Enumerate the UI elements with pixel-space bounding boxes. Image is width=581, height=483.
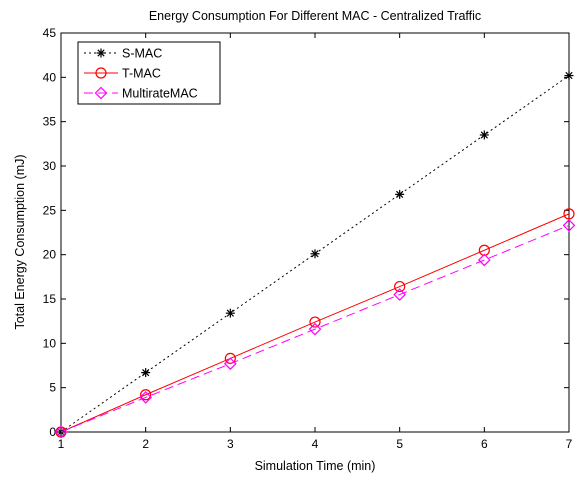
y-tick-label: 25: [43, 203, 57, 217]
y-tick-label: 10: [43, 336, 57, 350]
y-tick-label: 20: [43, 248, 57, 262]
x-axis-label: Simulation Time (min): [255, 459, 376, 473]
legend-marker: [94, 86, 108, 100]
data-point-multiratemac: [393, 288, 407, 301]
series-line-multiratemac: [60, 224, 570, 433]
data-point-s-mac: [225, 308, 235, 318]
legend-entry-t-mac: T-MAC: [84, 67, 161, 81]
data-point-t-mac: [309, 316, 321, 328]
legend-entry-s-mac: S-MAC: [84, 47, 162, 61]
y-tick-label: 45: [43, 26, 57, 40]
data-point-s-mac: [479, 130, 489, 140]
legend-label: S-MAC: [122, 47, 162, 61]
legend: S-MAC T-MAC MultirateMAC: [77, 41, 221, 105]
x-tick-label: 2: [142, 437, 149, 451]
y-tick-label: 5: [49, 381, 56, 395]
data-point-multiratemac: [54, 425, 68, 439]
y-tick-label: 40: [43, 70, 57, 84]
data-point-multiratemac: [477, 253, 491, 267]
data-point-t-mac: [394, 280, 406, 293]
x-tick-label: 4: [312, 437, 319, 451]
legend-label: T-MAC: [122, 67, 161, 81]
chart-title: Energy Consumption For Different MAC - C…: [149, 9, 481, 23]
data-point-s-mac: [310, 249, 320, 259]
x-tick-label: 3: [227, 437, 234, 451]
x-tick-label: 1: [58, 437, 65, 451]
series-line-t-mac: [60, 213, 570, 433]
series-s-mac: [56, 71, 574, 437]
y-tick-label: 30: [43, 159, 57, 173]
data-point-multiratemac: [139, 391, 153, 404]
data-point-s-mac: [395, 189, 405, 199]
x-tick-label: 5: [396, 437, 403, 451]
series-layer: [54, 71, 576, 439]
series-multiratemac: [54, 219, 576, 439]
data-point-multiratemac: [308, 322, 322, 336]
data-point-s-mac: [564, 71, 574, 81]
y-axis-label: Total Energy Consumption (mJ): [13, 154, 27, 329]
data-point-multiratemac: [223, 357, 237, 371]
y-tick-label: 0: [49, 425, 56, 439]
data-point-multiratemac: [562, 219, 576, 232]
y-tick-label: 35: [43, 115, 57, 129]
x-tick-label: 7: [566, 437, 573, 451]
data-point-t-mac: [563, 208, 575, 220]
data-point-s-mac: [141, 368, 151, 378]
legend-entries: S-MAC T-MAC MultirateMAC: [84, 47, 198, 101]
data-point-t-mac: [140, 389, 152, 401]
legend-marker: [95, 67, 107, 79]
legend-entry-multiratemac: MultirateMAC: [84, 87, 198, 101]
legend-marker: [96, 48, 106, 58]
x-tick-label: 6: [481, 437, 488, 451]
y-tick-label: 15: [43, 292, 57, 306]
legend-label: MultirateMAC: [122, 87, 198, 101]
